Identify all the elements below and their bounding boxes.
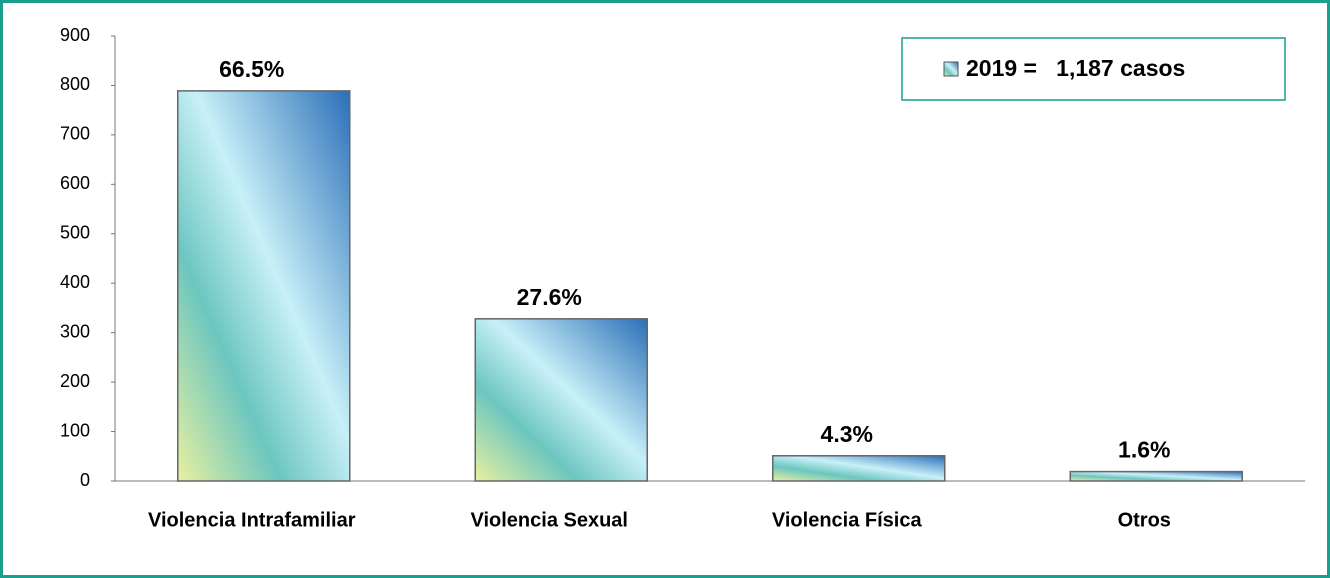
y-tick-label: 100 [60,420,90,440]
legend-swatch [943,61,959,77]
bar [474,318,648,482]
y-tick-label: 700 [60,124,90,144]
y-tick-label: 300 [60,321,90,341]
y-tick-label: 0 [80,470,90,490]
bar [177,90,351,482]
bar [1069,470,1243,482]
bar [772,455,946,482]
y-tick-label: 200 [60,371,90,391]
x-tick-label: Violencia Intrafamiliar [148,509,356,531]
x-tick-label: Violencia Física [772,509,923,531]
value-label: 4.3% [821,421,873,447]
x-tick-label: Otros [1118,509,1171,531]
value-label: 66.5% [219,56,284,82]
legend-label: 2019 = 1,187 casos [966,55,1185,81]
y-tick-label: 900 [60,25,90,45]
legend-box [901,37,1286,101]
value-label: 27.6% [517,284,582,310]
y-tick-label: 500 [60,223,90,243]
x-tick-label: Violencia Sexual [471,509,629,531]
value-label: 1.6% [1118,437,1170,463]
y-tick-label: 400 [60,272,90,292]
y-tick-label: 800 [60,74,90,94]
y-tick-label: 600 [60,173,90,193]
